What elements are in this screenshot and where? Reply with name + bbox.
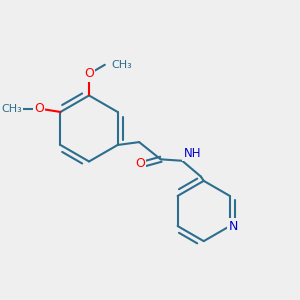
Text: CH₃: CH₃ xyxy=(1,103,22,113)
Text: N: N xyxy=(229,220,238,232)
Text: NH: NH xyxy=(184,147,201,160)
Text: CH₃: CH₃ xyxy=(111,60,132,70)
Text: O: O xyxy=(84,68,94,80)
Text: O: O xyxy=(34,102,44,115)
Text: O: O xyxy=(135,157,145,170)
